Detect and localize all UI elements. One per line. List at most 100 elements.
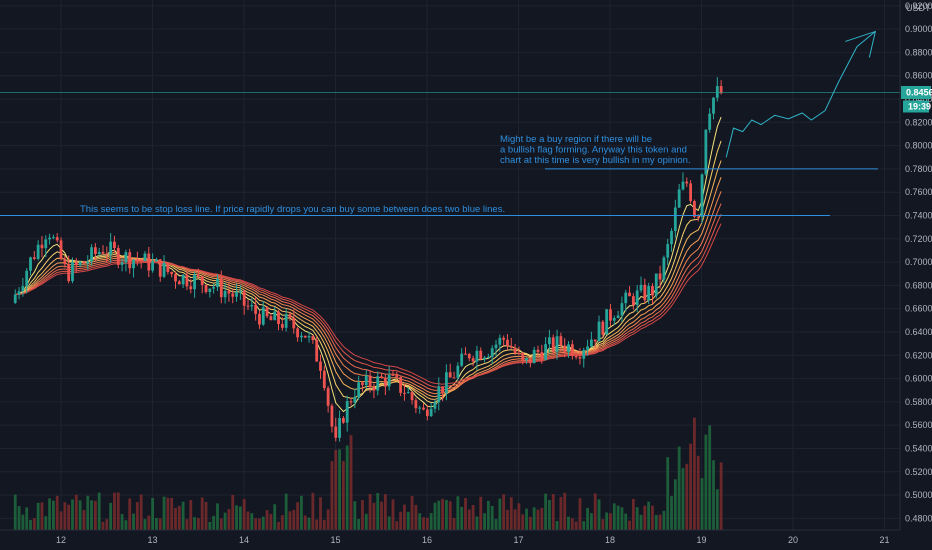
candle-body <box>406 392 410 394</box>
x-tick-label: 16 <box>422 535 432 545</box>
y-tick-label: 0.8400 <box>905 94 932 104</box>
candle-body <box>651 286 654 296</box>
candle-body <box>380 376 383 378</box>
candle-body <box>303 335 307 338</box>
candle-body <box>425 409 429 417</box>
candle-body <box>315 340 319 362</box>
ema-line <box>15 213 722 388</box>
volume-bar <box>254 518 258 530</box>
candle-body <box>55 237 59 241</box>
volume-bar <box>689 443 693 530</box>
candle-body <box>631 296 635 305</box>
candle-body <box>311 336 315 341</box>
volume-bar <box>319 497 322 530</box>
candle-body <box>418 407 422 409</box>
volume-bar <box>544 493 548 530</box>
candle-body <box>265 307 269 317</box>
volume-bar <box>315 519 319 530</box>
volume-bar <box>414 504 418 530</box>
volume-bar <box>548 499 551 530</box>
volume-bar <box>181 501 185 530</box>
candle-body <box>414 400 418 409</box>
y-tick-label: 0.7400 <box>905 210 932 220</box>
volume-bar <box>93 500 97 530</box>
volume-bar <box>418 513 422 530</box>
volume-bar <box>433 502 437 530</box>
candle-body <box>250 305 254 307</box>
candle-body <box>254 305 258 314</box>
volume-bar <box>624 513 628 530</box>
x-tick-label: 14 <box>239 535 249 545</box>
volume-bar <box>277 521 280 530</box>
volume-bars <box>13 417 723 530</box>
volume-bar <box>185 519 189 530</box>
volume-bar <box>685 463 689 530</box>
candle-body <box>700 174 704 217</box>
volume-bar <box>662 510 666 530</box>
candle-body <box>147 253 151 271</box>
volume-bar <box>693 417 696 530</box>
candle-body <box>437 386 441 403</box>
candle-body <box>90 247 93 262</box>
volume-bar <box>101 521 105 530</box>
projection-drawing[interactable] <box>725 31 876 158</box>
candle-body <box>612 317 616 321</box>
volume-bar <box>162 496 166 530</box>
time-axis[interactable] <box>0 530 932 550</box>
candle-body <box>193 274 196 290</box>
candle-body <box>387 374 391 387</box>
volume-bar <box>261 516 265 530</box>
candle-body <box>475 350 479 362</box>
candle-body <box>586 346 589 350</box>
volume-bar <box>82 510 86 530</box>
candle-body <box>242 290 246 306</box>
candle-body <box>704 129 708 175</box>
candle-body <box>44 239 48 249</box>
volume-bar <box>574 521 578 530</box>
candle-body <box>307 336 311 338</box>
volume-bar <box>155 517 158 530</box>
volume-bar <box>208 521 212 530</box>
volume-bar <box>124 520 128 530</box>
volume-bar <box>196 517 200 530</box>
volume-bar <box>437 500 441 530</box>
volume-bar <box>40 502 44 530</box>
horizontal-lines[interactable] <box>0 92 900 216</box>
candle-body <box>559 336 563 346</box>
volume-bar <box>63 502 67 530</box>
candle-body <box>361 382 364 386</box>
candle-body <box>410 392 414 401</box>
candle-body <box>319 361 322 371</box>
volume-bar <box>605 512 609 530</box>
candle-body <box>219 278 223 298</box>
volume-bar <box>399 511 403 530</box>
volume-bar <box>506 509 509 530</box>
volume-bar <box>52 500 55 530</box>
volume-bar <box>601 519 605 530</box>
candle-body <box>403 392 406 394</box>
volume-bar <box>338 449 341 530</box>
volume-bar <box>677 446 681 530</box>
candle-body <box>372 387 376 391</box>
candle-body <box>74 261 78 266</box>
volume-bar <box>586 507 589 530</box>
candle-body <box>685 181 689 184</box>
x-tick-label: 12 <box>56 535 66 545</box>
candle-body <box>189 286 193 290</box>
price-axis-ticks: 0.4800 0.5000 0.5200 0.5400 0.5600 0.5800 0.60… <box>905 1 932 524</box>
volume-bar <box>44 516 48 530</box>
candle-body <box>101 252 105 254</box>
volume-bar <box>345 445 349 530</box>
candle-body <box>589 339 593 347</box>
candle-body <box>693 201 696 217</box>
volume-bar <box>143 519 147 530</box>
volume-bar <box>227 509 231 530</box>
volume-bar <box>223 512 227 530</box>
candle-body <box>658 273 662 280</box>
volume-bar <box>498 498 502 530</box>
candle-body <box>391 374 395 376</box>
candle-body <box>364 375 368 386</box>
volume-bar <box>376 492 380 530</box>
volume-bar <box>326 509 330 530</box>
